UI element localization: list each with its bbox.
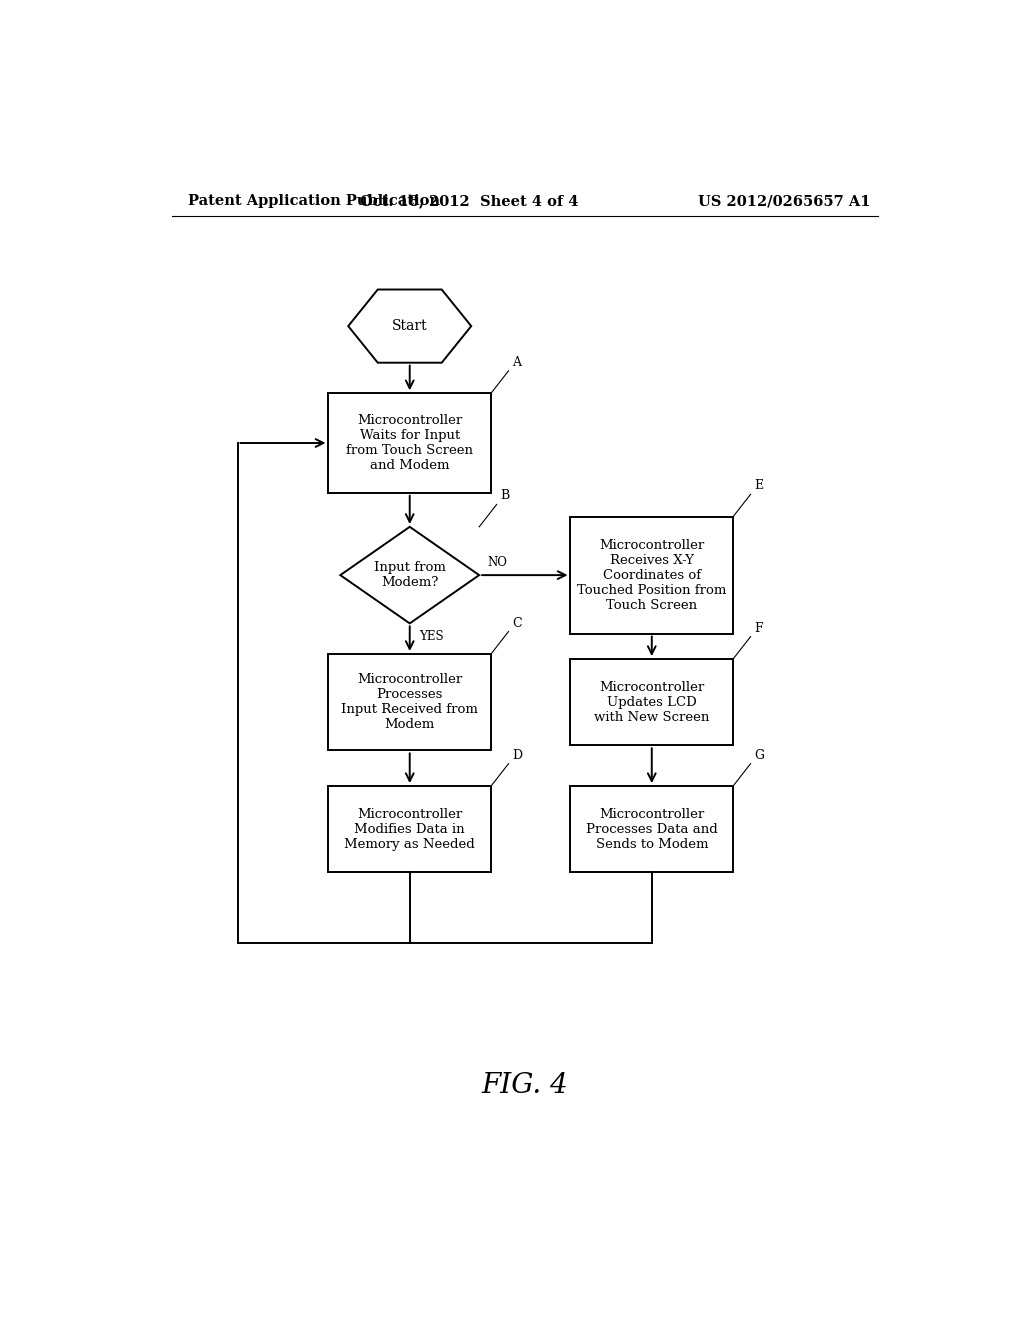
Text: FIG. 4: FIG. 4 — [481, 1072, 568, 1098]
Text: Start: Start — [392, 319, 428, 333]
Text: G: G — [755, 748, 765, 762]
Text: Oct. 18, 2012  Sheet 4 of 4: Oct. 18, 2012 Sheet 4 of 4 — [360, 194, 579, 209]
Text: D: D — [512, 748, 522, 762]
Bar — [329, 785, 492, 873]
Polygon shape — [340, 527, 479, 623]
Text: B: B — [501, 490, 510, 503]
Text: Input from
Modem?: Input from Modem? — [374, 561, 445, 589]
Text: A: A — [512, 356, 521, 368]
Text: US 2012/0265657 A1: US 2012/0265657 A1 — [697, 194, 870, 209]
Bar — [329, 653, 492, 751]
Bar — [570, 785, 733, 873]
Text: Microcontroller
Updates LCD
with New Screen: Microcontroller Updates LCD with New Scr… — [594, 681, 710, 723]
Text: Microcontroller
Processes
Input Received from
Modem: Microcontroller Processes Input Received… — [341, 673, 478, 731]
Bar — [570, 659, 733, 746]
Text: Microcontroller
Processes Data and
Sends to Modem: Microcontroller Processes Data and Sends… — [586, 808, 718, 850]
Text: YES: YES — [419, 630, 443, 643]
Text: Patent Application Publication: Patent Application Publication — [187, 194, 439, 209]
Bar — [570, 516, 733, 634]
Text: C: C — [512, 616, 522, 630]
Bar — [329, 393, 492, 492]
Text: Microcontroller
Modifies Data in
Memory as Needed: Microcontroller Modifies Data in Memory … — [344, 808, 475, 850]
Text: NO: NO — [487, 556, 507, 569]
Text: Microcontroller
Receives X-Y
Coordinates of
Touched Position from
Touch Screen: Microcontroller Receives X-Y Coordinates… — [578, 539, 726, 611]
Text: Microcontroller
Waits for Input
from Touch Screen
and Modem: Microcontroller Waits for Input from Tou… — [346, 414, 473, 473]
Text: E: E — [755, 479, 764, 492]
Text: F: F — [755, 622, 763, 635]
Polygon shape — [348, 289, 471, 363]
